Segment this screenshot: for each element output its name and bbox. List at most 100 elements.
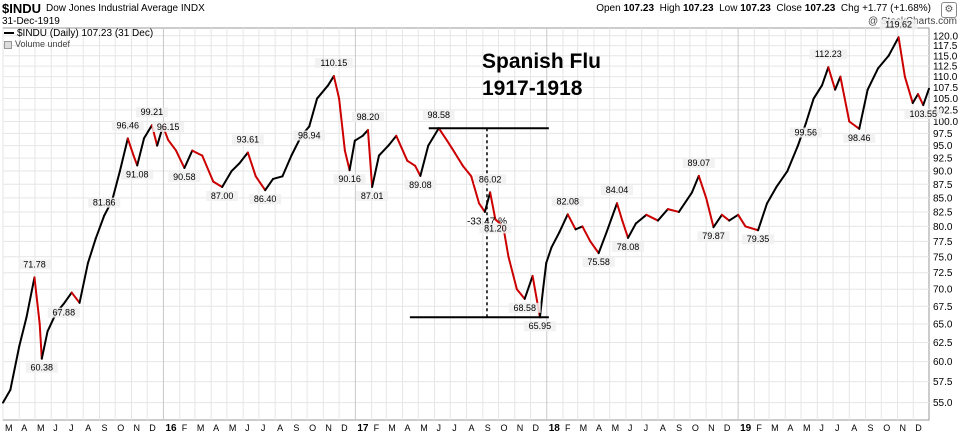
x-tick-label: F [756, 423, 762, 433]
price-line-segment [175, 149, 186, 170]
price-line-segment [371, 154, 380, 188]
price-line-segment [705, 196, 715, 229]
annotation-title-line2: 1917-1918 [482, 77, 583, 100]
y-tick-label: 105.0 [933, 94, 958, 105]
price-line-segment [70, 291, 81, 304]
y-tick-label: 65.0 [933, 320, 953, 331]
point-label-bg [479, 223, 512, 234]
point-label-bg [206, 190, 239, 201]
price-line-segment [461, 164, 473, 178]
x-tick-label: S [101, 423, 107, 433]
y-tick-label: 67.5 [933, 302, 953, 313]
price-line-segment [728, 213, 740, 222]
point-label-bg [111, 120, 144, 131]
point-label-bg [742, 234, 775, 245]
point-label-bg [293, 130, 326, 141]
x-tick-label: J [69, 423, 74, 433]
price-line-segment [264, 177, 275, 192]
point-label-bg [601, 185, 634, 196]
point-label: 98.94 [298, 131, 321, 141]
point-label: 99.21 [141, 107, 164, 117]
price-line-segment [911, 93, 919, 105]
legend-volume-text: Volume undef [15, 39, 71, 49]
price-line-segment [812, 84, 824, 100]
y-tick-label: 95.0 [933, 141, 953, 152]
x-tick-label: M [197, 423, 205, 433]
point-label-bg [25, 362, 58, 373]
price-line-segment [765, 185, 778, 205]
point-label-bg [231, 134, 264, 145]
price-line-segment [143, 124, 153, 140]
x-tick-label: S [676, 423, 682, 433]
legend-price-text: $INDU (Daily) 107.23 (31 Dec) [17, 28, 154, 39]
price-line-segment [78, 262, 89, 304]
point-label-bg [18, 259, 51, 270]
x-tick-label: M [420, 423, 428, 433]
y-tick-label: 82.5 [933, 207, 953, 218]
point-label: 84.04 [606, 185, 629, 195]
price-line-segment [238, 151, 249, 165]
price-line-segment [634, 213, 648, 225]
point-label: 60.38 [31, 363, 54, 373]
point-label-bg [551, 196, 584, 207]
point-label-bg [789, 127, 822, 138]
y-tick-label: 70.0 [933, 285, 953, 296]
point-label: 103.55 [909, 109, 937, 119]
index-name: Dow Jones Industrial Average INDX [46, 3, 205, 14]
low-value: 107.23 [740, 3, 771, 14]
gear-icon[interactable]: ⚙ [941, 2, 957, 18]
price-line-segment [720, 213, 731, 222]
price-line-segment [542, 262, 548, 291]
x-tick-label: F [565, 423, 571, 433]
point-label: 82.08 [556, 196, 579, 206]
price-line-segment [834, 75, 842, 91]
price-line-segment [916, 93, 925, 107]
point-label-bg [47, 307, 80, 318]
point-label: 81.86 [93, 198, 116, 208]
open-label: Open [596, 3, 621, 14]
open-value: 107.23 [623, 3, 655, 14]
price-line-segment [254, 175, 267, 192]
point-label: 90.58 [173, 172, 196, 182]
point-label: 87.00 [211, 191, 234, 201]
legend-volume-swatch [4, 40, 12, 49]
price-line-segment [387, 134, 398, 147]
price-line-segment [366, 129, 374, 188]
price-line-segment [40, 330, 49, 360]
price-line-segment [446, 139, 456, 155]
point-label: 87.01 [361, 191, 384, 201]
point-label-bg [135, 107, 168, 118]
price-line-segment [621, 219, 630, 239]
price-line-segment [922, 87, 930, 107]
price-line-segment [775, 170, 789, 188]
y-tick-label: 85.0 [933, 193, 953, 204]
y-tick-label: 57.5 [933, 377, 953, 388]
x-tick-label: O [309, 423, 316, 433]
x-tick-label: J [835, 423, 840, 433]
ohlc-readout: Open 107.23 High 107.23 Low 107.23 Close… [596, 3, 931, 14]
price-line-segment [581, 225, 592, 243]
point-label: 96.46 [117, 120, 140, 130]
x-tick-label: J [644, 423, 649, 433]
x-tick-label: A [21, 423, 27, 433]
price-line-segment [757, 202, 768, 232]
x-tick-label: A [85, 423, 91, 433]
price-line-segment [903, 75, 914, 105]
y-tick-label: 97.5 [933, 129, 953, 140]
price-line-segment [395, 134, 409, 162]
point-label: 81.20 [484, 223, 507, 233]
price-line-segment [9, 345, 21, 391]
point-label-bg [523, 321, 556, 332]
x-tick-label: J [819, 423, 824, 433]
price-line-segment [523, 274, 534, 300]
x-tick-label: D [149, 423, 156, 433]
price-line-segment [419, 144, 430, 177]
point-label-bg [121, 169, 154, 180]
x-tick-label: F [182, 423, 188, 433]
x-tick-label: N [325, 423, 332, 433]
price-line-segment [697, 174, 708, 199]
point-label-bg [88, 197, 121, 208]
point-label-bg [168, 172, 201, 183]
price-line-segment [338, 97, 346, 152]
point-label-bg [582, 257, 615, 268]
